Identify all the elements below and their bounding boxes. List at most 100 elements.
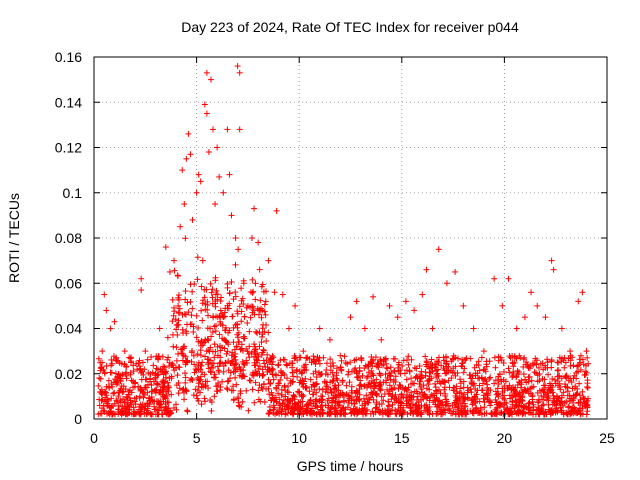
data-point <box>291 407 298 414</box>
data-point <box>549 401 556 408</box>
data-point <box>267 380 274 387</box>
data-point <box>556 354 563 361</box>
data-point <box>173 322 180 329</box>
data-point <box>190 323 197 330</box>
data-point <box>291 393 298 400</box>
data-point <box>351 357 358 364</box>
data-point <box>134 366 141 373</box>
data-point <box>195 376 202 383</box>
data-point <box>221 345 228 352</box>
data-point <box>97 410 104 417</box>
data-point <box>165 383 172 390</box>
data-point <box>275 390 282 397</box>
data-point <box>158 404 165 411</box>
data-point <box>446 384 453 391</box>
data-point <box>460 378 467 385</box>
data-point <box>327 363 334 370</box>
data-point <box>405 361 412 368</box>
data-point <box>555 367 562 374</box>
data-point <box>143 384 150 391</box>
data-point <box>155 407 162 414</box>
data-point <box>389 407 396 414</box>
data-point <box>135 360 142 367</box>
data-point <box>430 399 437 406</box>
data-point <box>207 76 214 83</box>
data-point <box>483 358 490 365</box>
data-point <box>138 369 145 376</box>
data-point <box>137 384 144 391</box>
data-point <box>193 312 200 319</box>
data-point <box>297 354 304 361</box>
data-point <box>192 365 199 372</box>
data-point <box>562 359 569 366</box>
data-point <box>439 399 446 406</box>
data-point <box>369 370 376 377</box>
data-point <box>135 406 142 413</box>
data-point <box>466 372 473 379</box>
data-point <box>313 398 320 405</box>
data-point <box>520 406 527 413</box>
data-point <box>246 354 253 361</box>
data-point <box>148 353 155 360</box>
data-point <box>413 373 420 380</box>
data-point <box>282 411 289 418</box>
data-point <box>189 305 196 312</box>
data-point <box>108 408 115 415</box>
data-point <box>108 362 115 369</box>
data-point <box>432 384 439 391</box>
data-point <box>577 352 584 359</box>
data-point <box>294 373 301 380</box>
data-point <box>149 369 156 376</box>
data-point <box>433 388 440 395</box>
data-point <box>175 379 182 386</box>
data-point <box>473 361 480 368</box>
data-point <box>202 353 209 360</box>
data-point <box>491 275 498 282</box>
data-point <box>406 393 413 400</box>
data-point <box>356 386 363 393</box>
data-point <box>577 392 584 399</box>
data-point <box>540 382 547 389</box>
data-point <box>256 266 263 273</box>
data-point <box>495 353 502 360</box>
data-point <box>334 411 341 418</box>
data-point <box>282 393 289 400</box>
data-point <box>128 401 135 408</box>
data-point <box>521 314 528 321</box>
data-point <box>121 348 128 355</box>
data-point <box>123 393 130 400</box>
data-point <box>574 363 581 370</box>
data-point <box>109 383 116 390</box>
data-point <box>195 359 202 366</box>
data-point <box>408 396 415 403</box>
data-point <box>316 369 323 376</box>
data-point <box>308 383 315 390</box>
data-point <box>269 392 276 399</box>
data-point <box>318 393 325 400</box>
data-point <box>235 402 242 409</box>
data-point <box>513 374 520 381</box>
data-point <box>500 360 507 367</box>
data-point <box>233 360 240 367</box>
data-point <box>396 381 403 388</box>
data-point <box>325 395 332 402</box>
data-point <box>240 335 247 342</box>
data-point <box>138 275 145 282</box>
data-point <box>208 333 215 340</box>
data-point <box>311 358 318 365</box>
data-point <box>372 390 379 397</box>
data-point <box>102 389 109 396</box>
data-point <box>259 307 266 314</box>
data-point <box>95 355 102 362</box>
data-point <box>356 391 363 398</box>
data-point <box>358 408 365 415</box>
data-point <box>127 397 134 404</box>
data-point <box>255 239 262 246</box>
data-point <box>162 244 169 251</box>
data-point <box>514 381 521 388</box>
data-point <box>397 370 404 377</box>
data-point <box>581 399 588 406</box>
data-point <box>250 307 257 314</box>
data-point <box>429 325 436 332</box>
data-point <box>251 362 258 369</box>
